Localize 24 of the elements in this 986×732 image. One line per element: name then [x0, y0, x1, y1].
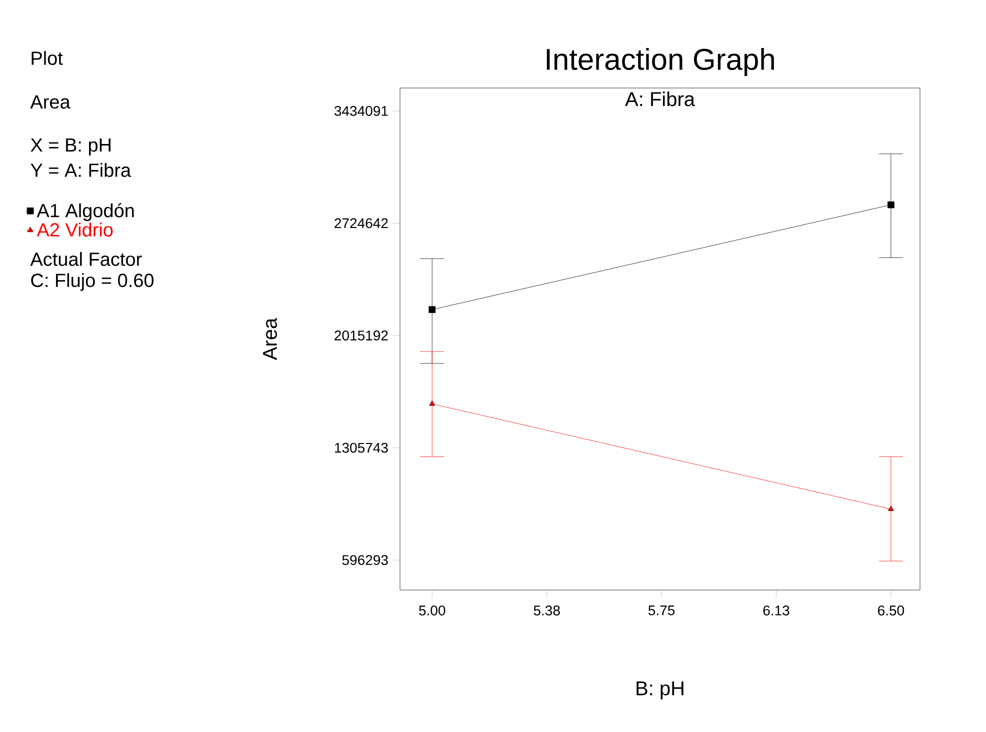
x-axis-title: B: pH	[636, 681, 684, 700]
point	[428, 306, 436, 313]
text: Area	[30, 95, 70, 109]
chart-subtitle: A: Fibra	[625, 92, 695, 106]
text: Y = A: Fibra	[30, 163, 132, 177]
x-tick-label: 5.00	[419, 606, 446, 616]
text: X = B: pH	[30, 138, 110, 156]
text: Actual Factor	[30, 252, 142, 266]
y-tick-label: 2724642	[334, 218, 388, 228]
x-tick-label: 6.13	[763, 606, 790, 616]
text: C: Flujo = 0.60	[31, 273, 154, 291]
legend-label: A2 Vidrio	[36, 222, 113, 237]
y-axis-title: Area	[263, 318, 277, 360]
y-tick-label: 3434091	[334, 106, 388, 116]
text: Plot	[32, 51, 63, 65]
point	[888, 201, 894, 208]
x-tick-label: 5.38	[534, 606, 560, 616]
x-tick-label: 5.75	[648, 606, 675, 616]
y-tick-label: 1305743	[335, 442, 388, 453]
x-tick-label: 6.50	[878, 606, 904, 616]
y-tick-label: 596293	[342, 555, 388, 566]
chart-title: Interaction Graph	[546, 48, 774, 76]
legend-label: A1 Algodón	[36, 203, 134, 222]
y-tick-label: 2015192	[334, 330, 388, 340]
